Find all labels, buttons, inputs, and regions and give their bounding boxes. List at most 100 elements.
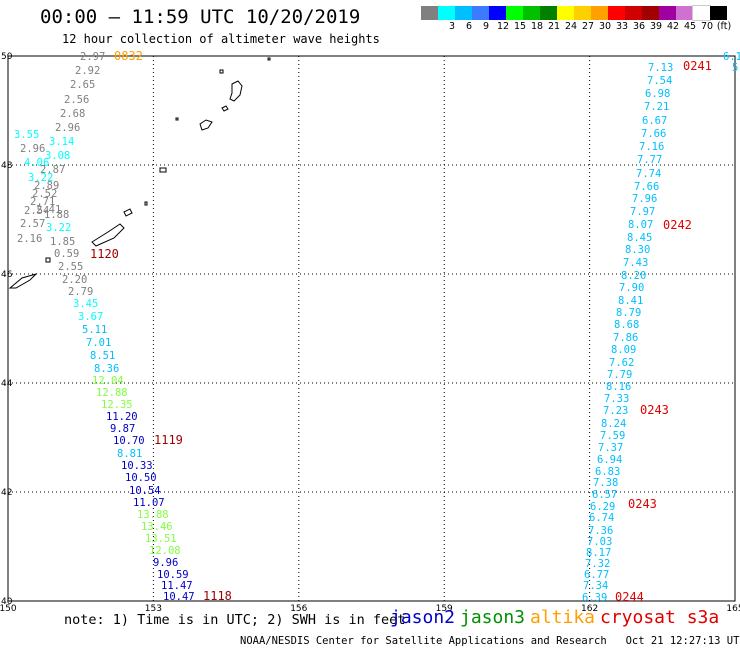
wave-height-label: 2.97 bbox=[80, 51, 105, 63]
wave-height-label: 2.87 bbox=[40, 164, 65, 176]
axis-labels: 150153156159162165504846444240 bbox=[0, 52, 740, 614]
map-frame bbox=[7, 55, 736, 602]
pass-time-tag: 1118 bbox=[203, 589, 232, 603]
wave-height-label: 6.29 bbox=[590, 501, 615, 513]
satellite-jason3: jason3 bbox=[460, 607, 526, 628]
wave-height-label: 7.16 bbox=[639, 141, 664, 153]
kuril-island-5 bbox=[175, 117, 179, 121]
kuril-island-2 bbox=[229, 80, 243, 102]
wave-height-label: 5 bbox=[732, 62, 738, 74]
kuril-island-6 bbox=[159, 167, 167, 173]
wave-height-label: 7.34 bbox=[583, 580, 608, 592]
kuril-island-8 bbox=[144, 201, 148, 206]
west-track: 2.972.922.652.562.682.963.553.142.963.08… bbox=[14, 51, 195, 603]
wave-height-label: 6.67 bbox=[642, 115, 667, 127]
legend-swatch bbox=[608, 6, 625, 20]
wave-height-label: 10.70 bbox=[113, 435, 145, 447]
legend-swatch bbox=[625, 6, 642, 20]
wave-height-label: 11.47 bbox=[161, 580, 193, 592]
wave-height-label: 0.59 bbox=[54, 248, 79, 260]
legend-swatch bbox=[489, 6, 506, 20]
legend-swatch bbox=[438, 6, 455, 20]
wave-height-label: 2.55 bbox=[58, 261, 83, 273]
wave-height-label: 7.77 bbox=[637, 154, 662, 166]
wave-height-label: 7.54 bbox=[647, 75, 672, 87]
legend-tick-label: 45 bbox=[683, 21, 697, 32]
wave-height-label: 7.23 bbox=[603, 405, 628, 417]
wave-height-label: 8.41 bbox=[618, 295, 643, 307]
legend-swatch bbox=[574, 6, 591, 20]
satellite-altika: altika bbox=[530, 607, 596, 628]
kuril-island-12 bbox=[267, 57, 271, 61]
legend-swatch bbox=[557, 6, 574, 20]
wave-height-label: 1.85 bbox=[50, 236, 75, 248]
wave-height-label: 7.01 bbox=[86, 337, 111, 349]
pass-time-tag: 0243 bbox=[628, 497, 657, 511]
pass-time-tag: 1119 bbox=[154, 433, 183, 447]
wave-height-label: 6.1 bbox=[723, 51, 740, 63]
wave-height-label: 13.51 bbox=[145, 533, 177, 545]
wave-height-label: 6.57 bbox=[592, 489, 617, 501]
wave-height-label: 8.45 bbox=[627, 232, 652, 244]
kuril-island-7 bbox=[123, 208, 133, 217]
legend-tick-label: 18 bbox=[530, 21, 544, 32]
pass-time-tag: 0244 bbox=[615, 590, 644, 604]
wave-height-label: 7.38 bbox=[593, 477, 618, 489]
legend-tick-label: 9 bbox=[482, 21, 490, 32]
wave-height-label: 2.54 bbox=[24, 205, 49, 217]
wave-height-label: 10.33 bbox=[121, 460, 153, 472]
wave-height-label: 9.96 bbox=[153, 557, 178, 569]
wave-height-label: 3.22 bbox=[46, 222, 71, 234]
wave-height-label: 7.32 bbox=[585, 558, 610, 570]
legend-tick-label: (ft) bbox=[716, 21, 732, 32]
wave-height-label: 7.33 bbox=[604, 393, 629, 405]
wave-height-label: 13.46 bbox=[141, 521, 173, 533]
wave-height-label: 4.06 bbox=[24, 157, 49, 169]
wave-height-label: 12.04 bbox=[92, 375, 124, 387]
legend-tick-label: 21 bbox=[547, 21, 561, 32]
kuril-island-10 bbox=[45, 257, 51, 263]
wave-height-label: 2.96 bbox=[55, 122, 80, 134]
wave-height-label: 6.94 bbox=[597, 454, 622, 466]
wave-height-label: 7.59 bbox=[600, 430, 625, 442]
wave-height-label: 7.13 bbox=[648, 62, 673, 74]
color-legend-labels: 3 6 9 12 15 18 21 24 27 30 33 36 39 42 45 70 (ft) bbox=[421, 21, 740, 33]
legend-swatch bbox=[523, 6, 540, 20]
wave-height-label: 11.20 bbox=[106, 411, 138, 423]
legend-tick-label: 36 bbox=[632, 21, 646, 32]
pass-time-tag: 0243 bbox=[640, 403, 669, 417]
credit-line: NOAA/NESDIS Center for Satellite Applica… bbox=[240, 635, 740, 647]
wave-height-label: 2.41 bbox=[36, 204, 61, 216]
wave-height-label: 7.96 bbox=[632, 193, 657, 205]
wave-height-label: 6.83 bbox=[595, 466, 620, 478]
wave-height-label: 3.08 bbox=[45, 150, 70, 162]
kuril-island-1 bbox=[219, 69, 224, 74]
wave-height-label: 12.88 bbox=[96, 387, 128, 399]
wave-height-label: 7.79 bbox=[607, 369, 632, 381]
wave-height-label: 3.45 bbox=[73, 298, 98, 310]
pass-time-tag: 0832 bbox=[114, 49, 143, 63]
legend-swatch bbox=[455, 6, 472, 20]
wave-height-label: 2.71 bbox=[30, 196, 55, 208]
legend-swatch bbox=[692, 5, 711, 21]
wave-height-label: 2.96 bbox=[20, 143, 45, 155]
kuril-island-9 bbox=[91, 223, 125, 247]
page-title: 00:00 – 11:59 UTC 10/20/2019 bbox=[40, 6, 361, 28]
legend-tick-label: 42 bbox=[666, 21, 680, 32]
wave-height-label: 2.92 bbox=[75, 65, 100, 77]
wave-height-label: 13.88 bbox=[137, 509, 169, 521]
wave-height-label: 8.36 bbox=[94, 363, 119, 375]
wave-height-label: 7.97 bbox=[630, 206, 655, 218]
wave-height-label: 2.68 bbox=[60, 108, 85, 120]
legend-swatch bbox=[659, 6, 676, 20]
wave-height-label: 7.43 bbox=[623, 257, 648, 269]
wave-height-label: 7.66 bbox=[641, 128, 666, 140]
wave-height-label: 8.17 bbox=[586, 547, 611, 559]
wave-height-label: 8.16 bbox=[606, 381, 631, 393]
legend-tick-label: 6 bbox=[465, 21, 473, 32]
color-legend bbox=[421, 5, 727, 21]
satellite-jason2: jason2 bbox=[390, 607, 456, 628]
legend-swatch bbox=[710, 6, 727, 20]
